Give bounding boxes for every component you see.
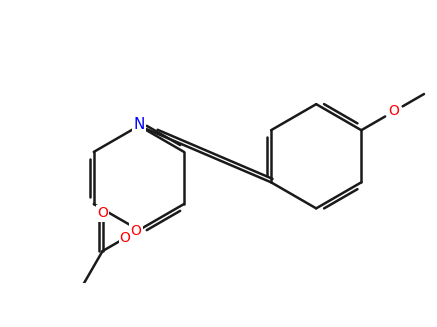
- Text: O: O: [388, 104, 399, 118]
- Text: N: N: [133, 117, 145, 132]
- Text: O: O: [131, 224, 142, 238]
- Text: O: O: [120, 231, 131, 245]
- Text: O: O: [97, 206, 108, 220]
